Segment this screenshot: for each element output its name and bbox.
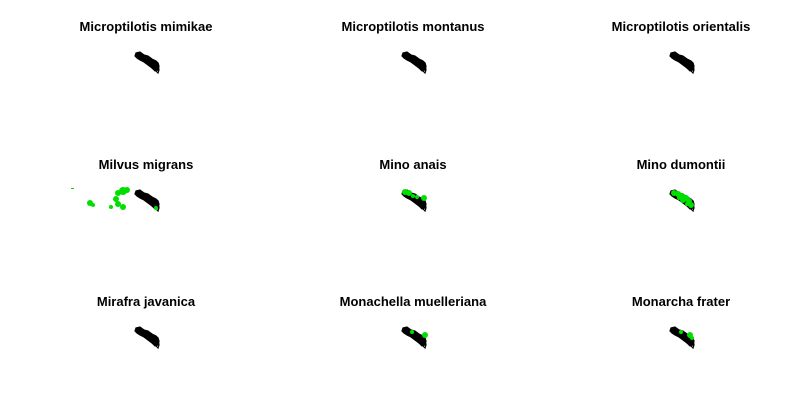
range-map: [134, 51, 160, 75]
occurrence-points: [402, 189, 427, 201]
map-panel: Monachella muelleriana: [279, 275, 547, 412]
panel-title: Monachella muelleriana: [339, 294, 487, 309]
occurrence-point: [406, 190, 412, 196]
occurrence-point: [690, 336, 694, 340]
occurrence-point: [410, 330, 414, 334]
map-panel: Microptilotis montanus: [279, 0, 547, 137]
map-panel: Microptilotis orientalis: [547, 0, 804, 137]
occurrence-point: [688, 202, 694, 208]
panel-title: Microptilotis montanus: [341, 19, 485, 34]
panel-title: Microptilotis orientalis: [611, 19, 751, 34]
occurrence-points: [679, 330, 694, 340]
occurrence-point: [680, 197, 686, 203]
map-panel: Milvus migrans: [12, 138, 280, 275]
occurrence-points: [71, 187, 158, 210]
map-panel: Mirafra javanica: [12, 275, 280, 412]
panel-title: Microptilotis mimikae: [79, 19, 213, 34]
range-map: [401, 51, 427, 75]
map-panel: Monarcha frater: [547, 275, 804, 412]
new-guinea-outline: [401, 326, 427, 350]
occurrence-points: [410, 330, 428, 338]
occurrence-point: [154, 206, 158, 210]
panel-title: Mirafra javanica: [96, 294, 196, 309]
occurrence-point: [71, 188, 74, 189]
occurrence-point: [677, 196, 681, 200]
new-guinea-outline: [134, 51, 160, 75]
occurrence-point: [120, 204, 126, 210]
occurrence-point: [411, 194, 415, 198]
occurrence-point: [679, 330, 683, 334]
occurrence-point: [115, 201, 121, 207]
range-map: [401, 326, 428, 350]
range-map: [71, 187, 160, 213]
occurrence-point: [422, 332, 428, 338]
range-map: [401, 189, 427, 213]
map-panel: Mino anais: [279, 138, 547, 275]
new-guinea-outline: [401, 51, 427, 75]
occurrence-point: [685, 202, 689, 206]
occurrence-point: [415, 195, 419, 199]
new-guinea-outline: [669, 51, 695, 75]
new-guinea-outline: [134, 326, 160, 350]
range-map: [669, 189, 695, 213]
occurrence-point: [113, 196, 119, 202]
occurrence-point: [109, 205, 113, 209]
map-panel: Mino dumontii: [547, 138, 804, 275]
panel-title: Monarcha frater: [631, 294, 731, 309]
panel-title: Milvus migrans: [98, 157, 194, 172]
range-map: [669, 326, 695, 350]
occurrence-point: [421, 195, 427, 201]
occurrence-points: [671, 190, 694, 208]
map-panel: Microptilotis mimikae: [12, 0, 280, 137]
panel-title: Mino dumontii: [636, 157, 726, 172]
range-map: [134, 326, 160, 350]
occurrence-point: [124, 187, 130, 193]
panel-title: Mino anais: [379, 157, 447, 172]
range-map: [669, 51, 695, 75]
occurrence-point: [91, 203, 95, 207]
